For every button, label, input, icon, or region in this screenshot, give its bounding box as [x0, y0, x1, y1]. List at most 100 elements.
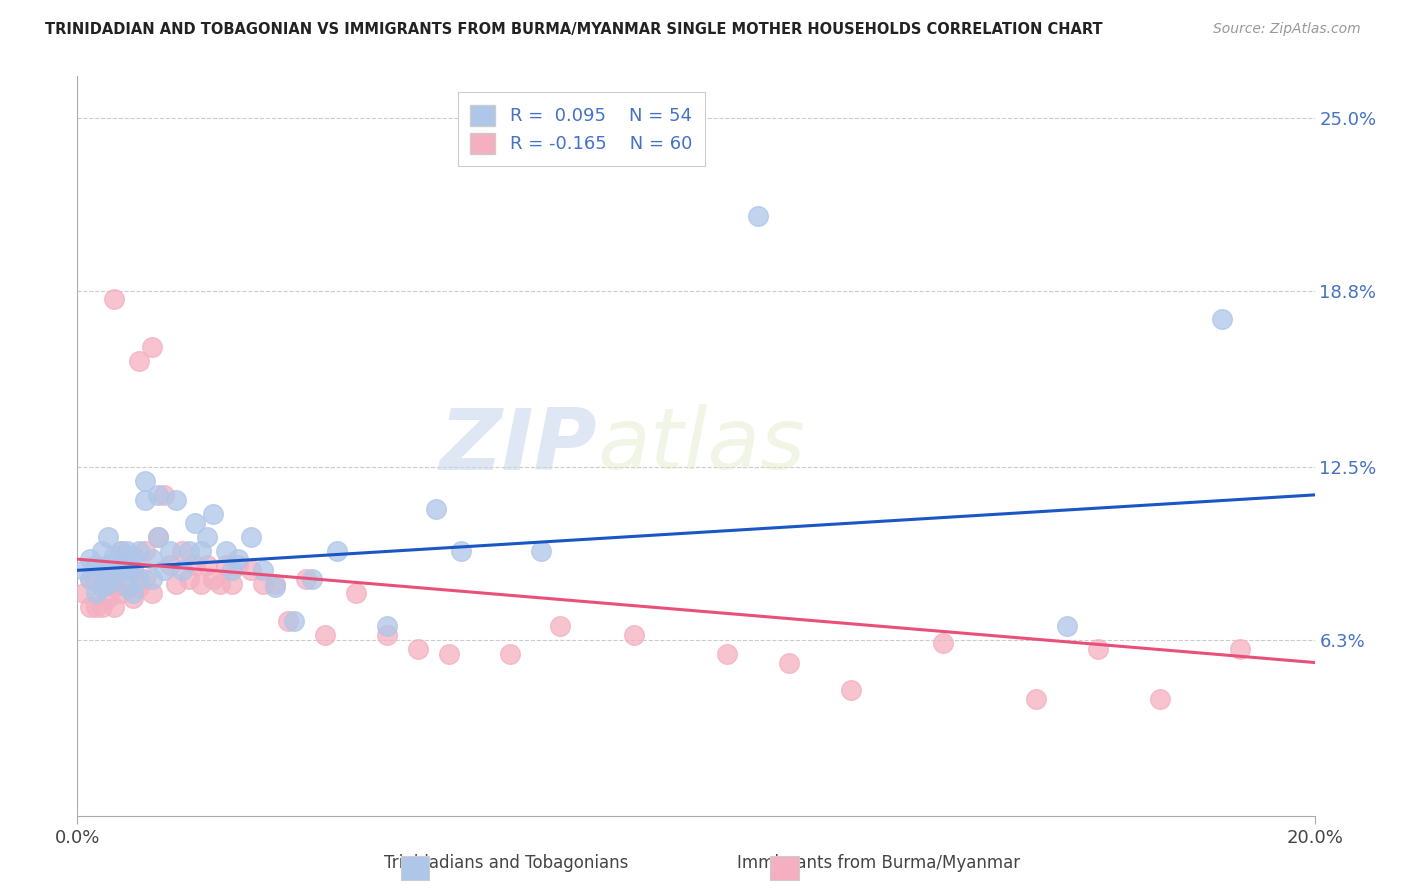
Point	[79, 572, 101, 586]
Point	[623, 627, 645, 641]
Point	[91, 543, 114, 558]
Point	[91, 580, 114, 594]
Point	[548, 619, 571, 633]
Point	[97, 530, 120, 544]
Point	[301, 572, 323, 586]
Point	[128, 572, 150, 586]
Point	[153, 488, 176, 502]
Point	[239, 563, 262, 577]
Point	[344, 585, 367, 599]
Point	[1025, 691, 1047, 706]
Point	[110, 563, 132, 577]
Point	[202, 572, 225, 586]
Point	[79, 572, 101, 586]
Point	[91, 580, 114, 594]
Legend: R =  0.095    N = 54, R = -0.165    N = 60: R = 0.095 N = 54, R = -0.165 N = 60	[457, 92, 704, 167]
Point	[195, 558, 218, 572]
Point	[79, 552, 101, 566]
Point	[159, 543, 181, 558]
Point	[277, 614, 299, 628]
Point	[115, 563, 138, 577]
Point	[159, 558, 181, 572]
Point	[314, 627, 336, 641]
Point	[153, 563, 176, 577]
Point	[103, 572, 125, 586]
Point	[221, 577, 243, 591]
Point	[91, 599, 114, 614]
Point	[252, 577, 274, 591]
Point	[1211, 311, 1233, 326]
Text: Source: ZipAtlas.com: Source: ZipAtlas.com	[1213, 22, 1361, 37]
Point	[110, 563, 132, 577]
Point	[128, 543, 150, 558]
Point	[252, 563, 274, 577]
Point	[499, 647, 522, 661]
Point	[97, 572, 120, 586]
Point	[115, 580, 138, 594]
Text: Trinidadians and Tobagonians: Trinidadians and Tobagonians	[384, 855, 628, 872]
Point	[530, 543, 553, 558]
Point	[110, 543, 132, 558]
Point	[375, 619, 398, 633]
Point	[165, 577, 187, 591]
Point	[141, 572, 163, 586]
Point	[1149, 691, 1171, 706]
Point	[450, 543, 472, 558]
Point	[146, 530, 169, 544]
Point	[437, 647, 460, 661]
Point	[103, 580, 125, 594]
Point	[208, 577, 231, 591]
Point	[122, 563, 145, 577]
Text: ZIP: ZIP	[439, 404, 598, 488]
Point	[195, 530, 218, 544]
Point	[115, 558, 138, 572]
Point	[190, 543, 212, 558]
Point	[91, 563, 114, 577]
Point	[84, 585, 107, 599]
Point	[177, 543, 200, 558]
Point	[146, 530, 169, 544]
Point	[184, 516, 207, 530]
Point	[97, 591, 120, 606]
Point	[215, 558, 238, 572]
Point	[146, 488, 169, 502]
Point	[283, 614, 305, 628]
Point	[226, 558, 249, 572]
Point	[84, 572, 107, 586]
Point	[122, 591, 145, 606]
Point	[177, 572, 200, 586]
Point	[190, 577, 212, 591]
Point	[115, 580, 138, 594]
Point	[134, 572, 156, 586]
Point	[141, 552, 163, 566]
Point	[172, 543, 194, 558]
Point	[97, 558, 120, 572]
Point	[172, 563, 194, 577]
Point	[134, 474, 156, 488]
Point	[122, 585, 145, 599]
Point	[103, 599, 125, 614]
Text: Immigrants from Burma/Myanmar: Immigrants from Burma/Myanmar	[737, 855, 1021, 872]
Point	[122, 549, 145, 564]
Point	[239, 530, 262, 544]
Point	[326, 543, 349, 558]
Point	[1229, 641, 1251, 656]
Point	[1087, 641, 1109, 656]
Point	[264, 577, 287, 591]
Point	[716, 647, 738, 661]
Point	[747, 209, 769, 223]
Point	[295, 572, 318, 586]
Point	[375, 627, 398, 641]
Text: TRINIDADIAN AND TOBAGONIAN VS IMMIGRANTS FROM BURMA/MYANMAR SINGLE MOTHER HOUSEH: TRINIDADIAN AND TOBAGONIAN VS IMMIGRANTS…	[45, 22, 1102, 37]
Point	[115, 543, 138, 558]
Point	[215, 543, 238, 558]
Point	[141, 340, 163, 354]
Point	[406, 641, 429, 656]
Point	[932, 636, 955, 650]
Point	[221, 563, 243, 577]
Point	[226, 552, 249, 566]
Text: atlas: atlas	[598, 404, 806, 488]
Point	[97, 577, 120, 591]
Point	[72, 585, 94, 599]
Point	[103, 293, 125, 307]
